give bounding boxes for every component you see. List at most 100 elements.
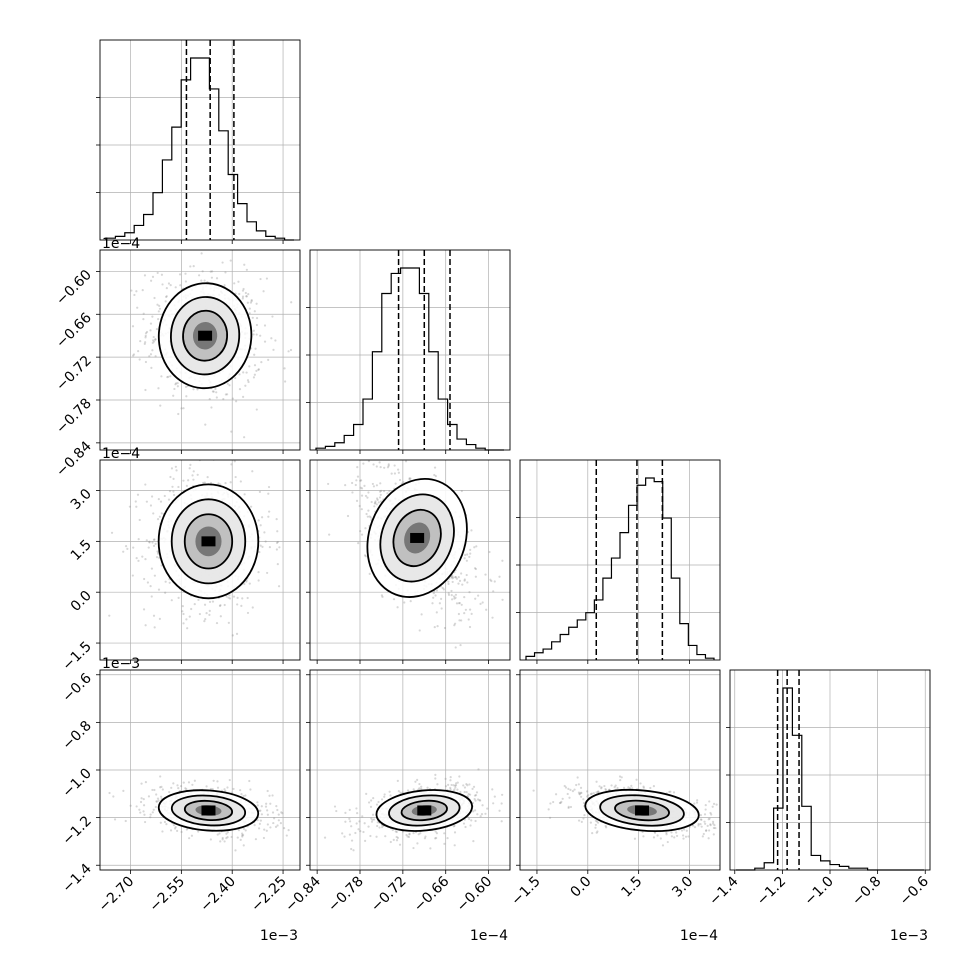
sample-point — [263, 828, 266, 831]
sample-point — [673, 836, 676, 839]
sample-point — [578, 793, 581, 796]
sample-point — [649, 786, 652, 790]
sample-point — [457, 612, 460, 616]
sample-point — [166, 375, 169, 379]
sample-point — [145, 330, 149, 334]
sample-point — [493, 795, 496, 798]
sample-point — [703, 813, 707, 816]
sample-point — [165, 823, 168, 826]
sample-point — [704, 804, 707, 807]
sample-point — [577, 819, 581, 822]
sample-point — [110, 531, 114, 534]
hist-bin — [577, 620, 586, 660]
sample-point — [255, 302, 258, 305]
sample-point — [447, 582, 450, 586]
hist-bin — [144, 215, 153, 240]
sample-point — [567, 806, 570, 810]
sample-point — [174, 465, 177, 468]
sample-point — [469, 824, 472, 827]
sample-point — [255, 323, 259, 327]
sample-point — [197, 830, 200, 833]
sample-point — [203, 279, 206, 282]
sample-point — [172, 782, 175, 785]
sample-point — [212, 779, 215, 782]
sample-point — [666, 840, 669, 844]
sample-point — [378, 453, 380, 455]
sample-point — [389, 840, 392, 844]
sample-point — [363, 822, 366, 825]
sample-point — [408, 832, 411, 835]
sample-point — [185, 484, 188, 487]
sample-point — [265, 802, 268, 805]
sample-point — [573, 788, 576, 791]
sample-point — [360, 533, 364, 536]
sample-point — [181, 610, 184, 613]
sample-point — [465, 559, 468, 562]
sample-point — [604, 787, 607, 791]
sample-point — [208, 613, 211, 616]
y-offset-label: 1e−4 — [102, 446, 140, 462]
sample-point — [225, 832, 228, 835]
hist-bin — [354, 425, 363, 450]
hist-bin — [172, 127, 181, 240]
sample-point — [242, 827, 246, 831]
hist-bin — [543, 649, 552, 660]
sample-point — [380, 594, 383, 597]
sample-point — [591, 832, 594, 835]
sample-point — [418, 629, 421, 632]
sample-point — [150, 495, 154, 498]
sample-point — [203, 620, 206, 623]
sample-point — [386, 466, 390, 469]
sample-point — [224, 482, 227, 485]
sample-point — [251, 470, 254, 473]
sample-point — [141, 555, 144, 558]
sample-point — [150, 595, 153, 598]
sample-point — [642, 835, 645, 838]
sample-point — [473, 794, 477, 797]
sample-point — [280, 811, 283, 814]
sample-point — [164, 580, 167, 583]
sample-point — [242, 395, 245, 399]
sample-point — [460, 572, 463, 575]
sample-point — [277, 813, 280, 816]
sample-point — [464, 825, 467, 829]
sample-point — [167, 498, 171, 501]
x-tick-label: −1.0 — [801, 874, 836, 909]
sample-point — [270, 337, 273, 340]
sample-point — [245, 268, 248, 271]
sample-point — [266, 809, 269, 812]
sample-point — [137, 559, 140, 562]
sample-point — [704, 808, 707, 811]
sample-point — [344, 820, 347, 823]
x-tick-label: −0.78 — [325, 874, 367, 916]
sample-point — [458, 775, 461, 778]
x-tick-label: 3.0 — [669, 874, 696, 901]
sample-point — [172, 824, 176, 827]
sample-point — [154, 805, 157, 809]
sample-point — [260, 813, 264, 816]
sample-point — [190, 607, 193, 611]
sample-point — [151, 339, 155, 342]
sample-point — [271, 315, 274, 318]
sample-point — [389, 794, 392, 797]
y-tick-label: −1.4 — [59, 861, 94, 896]
sample-point — [472, 810, 475, 813]
sample-point — [254, 838, 258, 841]
sample-point — [223, 788, 226, 791]
sample-point — [241, 835, 244, 838]
sample-point — [395, 835, 398, 839]
sample-point — [709, 823, 712, 826]
sample-point — [453, 624, 456, 627]
sample-point — [476, 813, 479, 816]
sample-point — [160, 785, 163, 788]
sample-point — [108, 614, 111, 617]
y-tick-label: −0.6 — [59, 670, 94, 705]
sample-point — [465, 783, 468, 786]
sample-point — [265, 277, 269, 280]
sample-point — [168, 490, 172, 493]
x-tick-label: 1.5 — [618, 874, 645, 901]
density-frame — [99, 249, 301, 451]
sample-point — [447, 592, 450, 595]
sample-point — [139, 339, 142, 343]
sample-point — [252, 333, 255, 336]
